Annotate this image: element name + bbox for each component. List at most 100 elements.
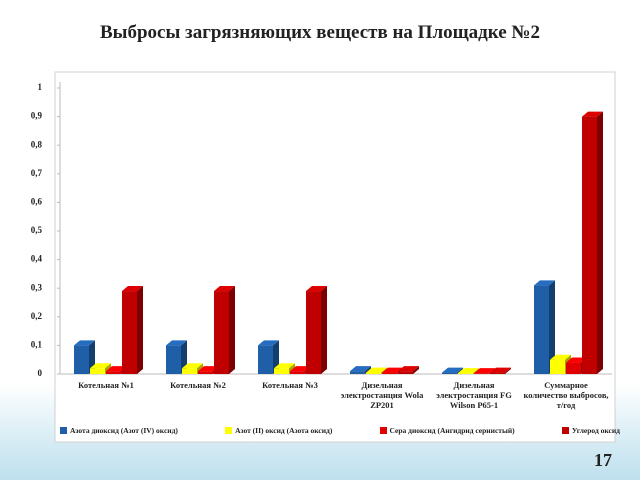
bar-front xyxy=(566,362,581,374)
bar xyxy=(214,286,235,374)
bar-side xyxy=(229,286,235,374)
legend-swatch xyxy=(379,427,387,434)
x-tick-label: Дизельная электростанция FG Wilson P65-1 xyxy=(436,380,512,410)
bar-top xyxy=(182,363,203,369)
bar xyxy=(582,111,603,374)
legend-item: Азота диоксид (Азот (IV) оксид) xyxy=(60,426,178,435)
y-tick-label: 0,1 xyxy=(31,339,43,349)
y-tick-label: 0,9 xyxy=(31,111,43,121)
slide-title: Выбросы загрязняющих веществ на Площадке… xyxy=(99,22,541,43)
bar-front xyxy=(74,345,89,374)
bar-top xyxy=(566,357,587,363)
bar-front xyxy=(122,291,137,374)
bar xyxy=(122,286,143,374)
bar-front xyxy=(398,371,413,374)
bar-side xyxy=(457,367,463,374)
y-tick-label: 0,8 xyxy=(31,139,43,149)
bar-front xyxy=(350,371,365,374)
x-tick-label: Суммарное количество выбросов, т/год xyxy=(523,380,609,410)
y-tick-label: 1 xyxy=(38,82,43,92)
bar-front xyxy=(442,372,457,374)
bar-front xyxy=(306,291,321,374)
bar-top xyxy=(458,368,479,374)
bar xyxy=(550,354,571,374)
bar xyxy=(166,340,187,374)
y-tick-label: 0,3 xyxy=(31,282,43,292)
bar xyxy=(398,366,419,374)
bar-front xyxy=(214,291,229,374)
bar-top xyxy=(166,340,187,346)
page-number: 17 xyxy=(594,450,612,470)
bar-front xyxy=(458,373,473,374)
legend-label: Сера диоксид (Ангидрид сернистый) xyxy=(389,426,515,435)
y-tick-label: 0,6 xyxy=(31,196,43,206)
bar-front xyxy=(182,368,197,374)
bar-front xyxy=(290,371,305,374)
bar-top xyxy=(582,111,603,117)
bar-side xyxy=(137,286,143,374)
bar-top xyxy=(350,366,371,372)
legend: Азота диоксид (Азот (IV) оксид) Азот (II)… xyxy=(60,426,620,435)
bar-top xyxy=(274,363,295,369)
bar-front xyxy=(258,345,273,374)
bar-top xyxy=(382,367,403,373)
legend-swatch xyxy=(60,427,67,434)
x-tick-label: Котельная №1 xyxy=(78,380,134,390)
bar-top xyxy=(290,366,311,372)
bar-top xyxy=(550,354,571,360)
bar-top xyxy=(366,367,387,373)
y-tick-label: 0,4 xyxy=(31,254,43,264)
bar-front xyxy=(274,368,289,374)
bar-top xyxy=(490,367,511,373)
bar xyxy=(458,368,479,374)
bar-front xyxy=(166,345,181,374)
y-tick-label: 0,2 xyxy=(31,311,43,321)
bar-front xyxy=(534,285,549,374)
x-tick-label: Дизельная электростанция Wola ZP201 xyxy=(340,380,424,410)
y-tick-label: 0,7 xyxy=(31,168,43,178)
legend-item: Азот (II) оксид (Азота оксид) xyxy=(225,426,332,435)
bar-front xyxy=(90,368,105,374)
bar-top xyxy=(306,286,327,292)
bar xyxy=(350,366,371,374)
bar-front xyxy=(198,371,213,374)
bar-top xyxy=(198,366,219,372)
legend-swatch xyxy=(225,427,233,434)
bar-top xyxy=(442,367,463,373)
legend-label: Углерод оксид xyxy=(571,426,620,435)
bar-front xyxy=(474,373,489,374)
bar-top xyxy=(534,280,555,286)
bar-side xyxy=(549,280,555,374)
bar xyxy=(442,367,463,374)
bar-top xyxy=(90,363,111,369)
bar-front xyxy=(582,116,597,374)
bar-side xyxy=(473,368,479,374)
bar-front xyxy=(550,359,565,374)
chart-frame xyxy=(54,71,616,443)
bar-side xyxy=(505,367,511,374)
bar-top xyxy=(398,366,419,372)
bar-front xyxy=(106,371,121,374)
legend-item: Сера диоксид (Ангидрид сернистый) xyxy=(379,426,515,435)
bar-top xyxy=(122,286,143,292)
bar-front xyxy=(366,372,381,374)
bar xyxy=(534,280,555,374)
legend-label: Азот (II) оксид (Азота оксид) xyxy=(235,426,333,435)
bar-top xyxy=(474,368,495,374)
legend-label: Азота диоксид (Азот (IV) оксид) xyxy=(70,426,178,435)
bar-side xyxy=(321,286,327,374)
x-tick-label: Котельная №3 xyxy=(262,380,318,390)
bar-side xyxy=(413,366,419,374)
y-tick-label: 0,5 xyxy=(31,225,43,235)
bar-top xyxy=(258,340,279,346)
legend-item: Углерод оксид xyxy=(561,426,620,435)
bar xyxy=(490,367,511,374)
bar-top xyxy=(106,366,127,372)
bar-front xyxy=(490,372,505,374)
bar-side xyxy=(597,111,603,374)
bar-top xyxy=(214,286,235,292)
bar-side xyxy=(365,366,371,374)
bar xyxy=(306,286,327,374)
